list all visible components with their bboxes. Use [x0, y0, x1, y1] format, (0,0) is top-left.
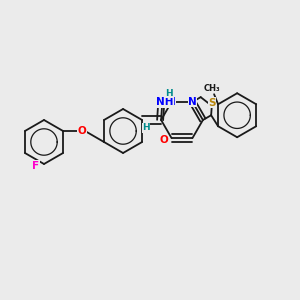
Text: F: F: [32, 161, 40, 171]
Text: N: N: [167, 97, 176, 107]
Text: H: H: [165, 88, 173, 98]
Text: O: O: [159, 135, 168, 145]
Text: CH₃: CH₃: [204, 84, 220, 93]
Text: O: O: [78, 126, 86, 136]
Text: S: S: [208, 98, 215, 108]
Text: N: N: [188, 97, 197, 107]
Text: H: H: [142, 124, 150, 133]
Text: NH: NH: [156, 97, 174, 107]
